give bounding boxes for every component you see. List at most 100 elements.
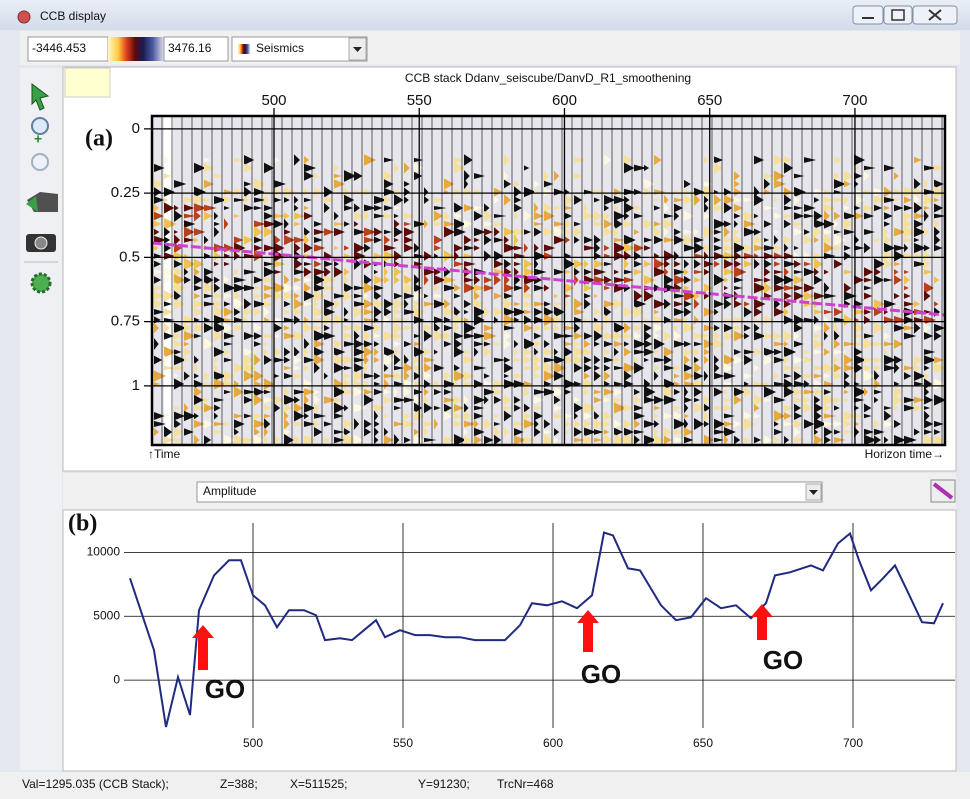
wiggle	[344, 419, 355, 429]
wiggle	[614, 283, 627, 293]
wiggle	[454, 338, 462, 350]
wiggle	[654, 349, 659, 355]
wiggle	[764, 435, 774, 445]
wiggle	[924, 194, 936, 206]
wiggle	[754, 235, 764, 245]
wiggle	[724, 362, 734, 374]
attribute-dropdown[interactable]	[196, 481, 823, 503]
minimize-button[interactable]	[852, 5, 884, 25]
wiggle	[264, 389, 272, 395]
wiggle	[204, 274, 214, 286]
wiggle	[204, 267, 214, 277]
wiggle	[254, 412, 264, 420]
wiggle	[914, 212, 926, 220]
pointer-tool[interactable]	[31, 83, 50, 111]
wiggle	[894, 292, 900, 300]
wiggle	[554, 226, 567, 238]
wiggle	[454, 395, 462, 405]
wiggle	[924, 387, 930, 397]
wiggle	[744, 227, 757, 237]
wiggle	[474, 341, 485, 347]
wiggle	[794, 173, 805, 179]
wiggle	[684, 386, 689, 398]
wiggle	[344, 221, 350, 227]
wiggle	[354, 323, 363, 333]
wiggle	[154, 220, 162, 228]
wiggle	[174, 229, 179, 235]
wiggle	[674, 274, 687, 286]
wiggle	[634, 260, 642, 268]
wiggle	[664, 365, 675, 371]
wiggle	[414, 333, 421, 339]
wiggle	[214, 330, 224, 342]
max-value-box[interactable]	[163, 36, 229, 62]
y-tick-label: 0	[113, 672, 120, 686]
wiggle	[914, 362, 921, 374]
wiggle	[634, 243, 644, 253]
wiggle	[404, 362, 413, 374]
wiggle	[284, 187, 297, 197]
wiggle	[774, 428, 783, 436]
wiggle	[184, 220, 196, 228]
wiggle	[274, 373, 280, 379]
wiggle	[634, 213, 644, 219]
wiggle	[604, 429, 610, 435]
wiggle	[634, 419, 641, 429]
wiggle	[374, 275, 385, 285]
wiggle	[604, 420, 611, 428]
wiggle	[724, 389, 729, 395]
wiggle	[754, 307, 763, 317]
wiggle	[834, 229, 842, 235]
wiggle	[734, 349, 742, 355]
min-value-box[interactable]	[27, 36, 109, 62]
wiggle	[764, 397, 772, 403]
wiggle	[444, 411, 453, 421]
wiggle	[194, 386, 203, 398]
wiggle	[534, 389, 547, 395]
wiggle	[894, 188, 902, 196]
wiggle	[334, 436, 345, 444]
wiggle	[654, 235, 664, 245]
zoom-in-tool[interactable]	[31, 117, 49, 135]
wiggle	[364, 308, 375, 316]
wiggle	[614, 322, 626, 334]
wiggle	[254, 434, 265, 446]
colortable-dropdown[interactable]	[231, 36, 368, 62]
wiggle	[414, 242, 420, 254]
settings-tool[interactable]	[30, 272, 52, 294]
wiggle	[664, 237, 677, 243]
wiggle	[314, 339, 325, 349]
wiggle	[724, 381, 736, 387]
wiggle	[794, 388, 805, 396]
wiggle	[574, 221, 582, 227]
wiggle	[454, 227, 466, 237]
wiggle	[734, 260, 742, 268]
wiggle	[574, 397, 581, 403]
wiggle	[734, 330, 746, 342]
wiggle	[204, 235, 209, 245]
wiggle	[824, 234, 833, 246]
wiggle	[424, 348, 432, 356]
wiggle	[644, 290, 654, 302]
wiggle	[334, 396, 342, 404]
maximize-button[interactable]	[883, 5, 913, 25]
zoom-out-tool[interactable]	[31, 153, 49, 171]
wiggle	[624, 276, 635, 284]
wiggle	[704, 403, 711, 413]
wiggle	[574, 341, 584, 347]
wiggle	[834, 244, 842, 252]
wiggle	[634, 395, 642, 405]
wiggle	[704, 348, 711, 356]
zoom-in-sign: +	[34, 131, 42, 147]
wiggle	[624, 258, 629, 270]
line-style-icon	[932, 482, 954, 500]
wiggle	[214, 221, 220, 227]
wiggle	[314, 236, 323, 244]
wiggle	[644, 420, 657, 428]
wiggle	[644, 245, 651, 251]
wiggle	[754, 364, 760, 372]
wiggle	[724, 323, 734, 333]
wiggle	[284, 229, 291, 235]
wiggle	[714, 387, 724, 397]
wiggle	[344, 268, 350, 276]
